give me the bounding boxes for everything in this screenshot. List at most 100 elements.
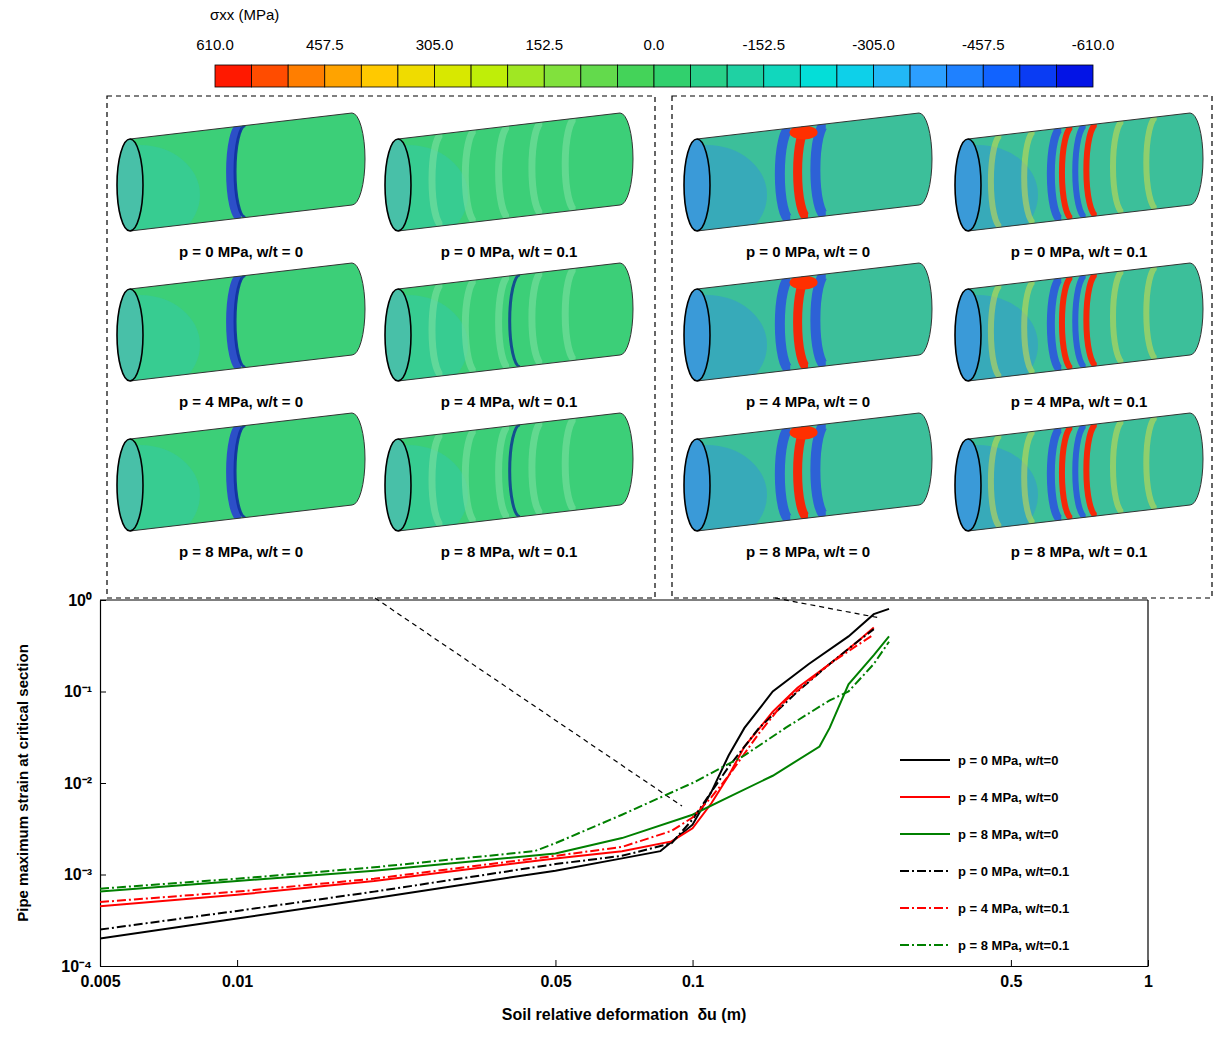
lines [100, 609, 889, 939]
y-tick-label: 10⁻¹ [64, 683, 92, 700]
colorbar-tick-label: -305.0 [852, 36, 895, 53]
panel-label: p = 0 MPa, w/t = 0.1 [1011, 243, 1148, 260]
pipe [647, 263, 932, 395]
y-tick-label: 10⁻³ [64, 866, 92, 883]
pipe-band [235, 125, 245, 217]
x-tick-label: 1 [1144, 973, 1153, 990]
pipe-mouth [385, 289, 411, 381]
pipe-band [1086, 424, 1096, 516]
figure: σxx (MPa)610.0457.5305.0152.50.0-152.5-3… [0, 0, 1217, 1059]
pipe-mouth [684, 289, 710, 381]
colorbar-cell [837, 65, 874, 87]
y-tick-label: 10⁻² [64, 775, 92, 792]
x-tick-label: 0.01 [222, 973, 253, 990]
pipe-band [1062, 427, 1072, 519]
pipe-band [565, 268, 575, 360]
x-tick-mark [1011, 960, 1012, 966]
x-tick-mark [555, 960, 556, 966]
colorbar-tick-label: -610.0 [1072, 36, 1115, 53]
colorbar-cell [252, 65, 289, 87]
colorbar-title: σxx (MPa) [210, 6, 279, 23]
pipe-band [991, 135, 1001, 227]
y-tick-mark [100, 875, 106, 876]
pipe-mouth [117, 289, 143, 381]
panel-label: p = 4 MPa, w/t = 0.1 [1011, 393, 1148, 410]
pipe-mouth [684, 139, 710, 231]
pipe-band [532, 122, 542, 214]
pipe-end [919, 413, 932, 505]
pipe [918, 263, 1203, 395]
y-tick-mark [100, 966, 106, 967]
pipe-mouth [684, 439, 710, 531]
pipe-edge [697, 205, 919, 231]
pipe-band [1146, 417, 1156, 509]
y-tick: 10⁻³ [64, 866, 106, 883]
legend-label: p = 8 MPa, w/t=0.1 [958, 938, 1069, 953]
pipe-band [815, 124, 825, 216]
colorbar-cell [654, 65, 691, 87]
pipe-edge [697, 413, 919, 439]
pipe [80, 413, 365, 545]
connector [375, 598, 682, 806]
pipe-edge [130, 113, 352, 139]
x-tick: 0.05 [540, 960, 571, 990]
panel-label: p = 0 MPa, w/t = 0 [746, 243, 870, 260]
colorbar-cell [800, 65, 837, 87]
x-axis-title: Soil relative deformation δu (m) [502, 1006, 746, 1023]
pipe [647, 113, 932, 245]
colorbar-cell [691, 65, 728, 87]
legend: p = 0 MPa, w/t=0p = 4 MPa, w/t=0p = 8 MP… [900, 753, 1069, 953]
colorbar-tick-label: -457.5 [962, 36, 1005, 53]
panel-label: p = 0 MPa, w/t = 0.1 [441, 243, 578, 260]
pipe-band [499, 276, 509, 368]
legend-label: p = 0 MPa, w/t=0.1 [958, 864, 1069, 879]
series-line [100, 628, 874, 907]
pipe-band [1024, 131, 1034, 223]
colorbar-tick-label: 305.0 [416, 36, 454, 53]
x-tick: 0.1 [682, 960, 704, 990]
legend-label: p = 0 MPa, w/t=0 [958, 753, 1058, 768]
panel-label: p = 4 MPa, w/t = 0 [179, 393, 303, 410]
pipe [647, 413, 932, 545]
pipe-band [1062, 277, 1072, 369]
pipe-band [565, 418, 575, 510]
pipe-mouth [385, 139, 411, 231]
pipe-band [510, 275, 520, 367]
pipe-body [398, 263, 633, 381]
pipe-band [780, 428, 790, 520]
pipe-band [1024, 431, 1034, 523]
colorbar-tick-label: 152.5 [525, 36, 563, 53]
pipe-edge [968, 413, 1190, 439]
pipe-body [398, 113, 633, 231]
plot-frame [100, 599, 1148, 600]
pipe-mouth [955, 289, 981, 381]
panel-label: p = 8 MPa, w/t = 0.1 [1011, 543, 1148, 560]
pipe-edge [398, 263, 620, 289]
legend-swatch [900, 944, 950, 946]
pipe-mouth [955, 439, 981, 531]
legend-swatch [900, 759, 950, 761]
y-axis: 10⁻⁴10⁻³10⁻²10⁻¹10⁰ [61, 592, 106, 975]
colorbar-cell [947, 65, 984, 87]
pipe-edge [398, 413, 620, 439]
x-tick: 0.01 [222, 960, 253, 990]
y-tick: 10⁻⁴ [61, 958, 106, 975]
y-tick: 10⁻² [64, 775, 106, 792]
colorbar-tick-label: 610.0 [196, 36, 234, 53]
pipe-band [499, 426, 509, 518]
x-tick-mark [237, 960, 238, 966]
series-line [100, 642, 889, 889]
pipe-end [1190, 263, 1203, 355]
x-tick-label: 0.05 [540, 973, 571, 990]
x-tick: 0.5 [1000, 960, 1022, 990]
pipe-band [1146, 267, 1156, 359]
panel-label: p = 8 MPa, w/t = 0 [746, 543, 870, 560]
x-tick-label: 0.5 [1000, 973, 1022, 990]
pipe-end [1190, 113, 1203, 205]
panel-label: p = 4 MPa, w/t = 0.1 [441, 393, 578, 410]
y-axis-title: Pipe maximum strain at critical section [14, 644, 31, 922]
pipe-band [1113, 121, 1123, 213]
pipe-band [1146, 117, 1156, 209]
pipe-end [620, 413, 633, 505]
pipe-band [991, 285, 1001, 377]
